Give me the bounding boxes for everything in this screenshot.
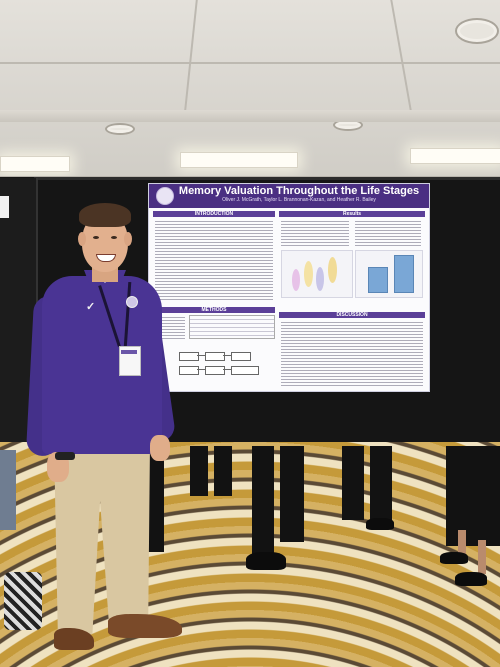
eye: [93, 236, 99, 239]
university-crest-icon: [126, 296, 138, 308]
ceiling-vent: [105, 123, 135, 135]
swoosh-logo-icon: ✓: [86, 301, 96, 313]
background-person-leg: [280, 446, 304, 542]
university-seal-icon: [156, 187, 174, 205]
results-text: [355, 219, 421, 247]
section-results: Results: [279, 211, 425, 217]
background-shoe: [366, 518, 394, 530]
flowchart-box: [231, 366, 259, 375]
background-shoe: [440, 552, 468, 564]
ceiling-light: [410, 148, 500, 164]
poster-authors: Oliver J. McGrath, Taylor L. Brannonan-K…: [222, 197, 376, 203]
ear: [78, 232, 86, 246]
section-discussion: DISCUSSION: [279, 312, 425, 318]
violin-shape: [328, 257, 337, 283]
background-person-dress: [446, 446, 500, 546]
bar: [394, 255, 414, 293]
flowchart-box: [205, 352, 225, 361]
background-person-leg: [478, 540, 486, 574]
ear: [124, 232, 132, 246]
flowchart-arrow: [223, 369, 231, 370]
right-hand: [150, 435, 170, 461]
hair: [79, 203, 131, 227]
violin-shape: [304, 261, 313, 287]
ceiling-beam: [0, 110, 500, 122]
wristwatch: [55, 452, 75, 460]
ceiling-light: [0, 156, 70, 172]
introduction-text: [155, 219, 273, 301]
flowchart-box: [205, 366, 225, 375]
flowchart-box: [179, 352, 199, 361]
ceiling-vent: [455, 18, 499, 44]
ceiling-light: [180, 152, 298, 168]
section-introduction: INTRODUCTION: [153, 211, 275, 217]
background-person-jeans: [0, 450, 16, 530]
poster-header: Memory Valuation Throughout the Life Sta…: [149, 184, 429, 208]
background-person-leg: [252, 446, 274, 556]
background-shoe: [455, 572, 487, 586]
flowchart-box: [179, 366, 199, 375]
right-shoe: [108, 614, 182, 638]
flowchart-box: [231, 352, 251, 361]
name-badge-strip: [121, 350, 137, 354]
bag: [4, 572, 42, 630]
background-person-leg: [214, 446, 232, 496]
background-person-leg: [190, 446, 208, 496]
discussion-text: [281, 320, 423, 386]
eye: [111, 236, 117, 239]
quarter-zip-pullover: [42, 276, 162, 454]
background-person-leg: [342, 446, 364, 520]
bar-chart: [355, 250, 423, 298]
flowchart-arrow: [197, 369, 205, 370]
board-frame: [34, 177, 500, 180]
ceiling-grid-line: [0, 62, 500, 64]
research-poster: Memory Valuation Throughout the Life Sta…: [148, 183, 430, 392]
flowchart-arrow: [223, 355, 231, 356]
background-person-leg: [458, 530, 466, 562]
violin-shape: [316, 267, 324, 291]
poster-title: Memory Valuation Throughout the Life Sta…: [178, 185, 420, 197]
methods-table: [189, 315, 275, 339]
bar: [368, 267, 388, 293]
violin-shape: [292, 269, 300, 291]
background-person-leg: [370, 446, 392, 526]
background-shoe: [246, 552, 286, 570]
ceiling: [0, 0, 500, 185]
pinned-note: [0, 196, 9, 218]
violin-plot: [281, 250, 353, 298]
left-shoe: [54, 628, 94, 650]
section-methods: METHODS: [153, 307, 275, 313]
results-text: [281, 219, 349, 247]
flowchart-arrow: [197, 355, 205, 356]
